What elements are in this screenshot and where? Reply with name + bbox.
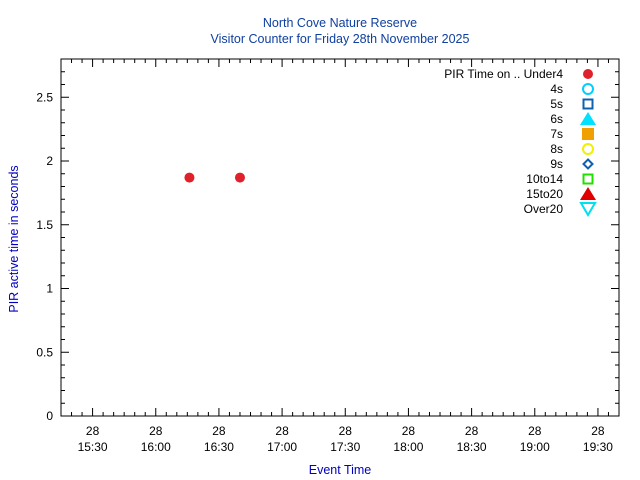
- y-tick-label: 1: [46, 282, 53, 296]
- legend-marker: [582, 158, 594, 170]
- plot-frame: [60, 58, 620, 417]
- legend-label: 4s: [550, 82, 563, 96]
- legend-label: 8s: [550, 142, 563, 156]
- data-point: [234, 172, 245, 183]
- legend-marker: [582, 128, 594, 140]
- x-tick-label-time: 17:00: [267, 440, 297, 454]
- legend-marker: [582, 173, 594, 185]
- x-tick-label-time: 17:30: [330, 440, 360, 454]
- legend: PIR Time on .. Under44s5s6s7s8s9s10to141…: [444, 67, 597, 217]
- x-tick-label-time: 19:30: [583, 440, 613, 454]
- y-tick-label: 0: [46, 409, 53, 423]
- plot-axes: 0 0.5 1 1.5 2 2.5 28 15:30 28 16:00 28 16:30 28 17:00…: [36, 58, 620, 454]
- x-tick-label-day: 28: [465, 424, 479, 438]
- legend-label: 9s: [550, 157, 563, 171]
- legend-label: PIR Time on .. Under4: [444, 67, 563, 81]
- legend-label: 10to14: [526, 172, 563, 186]
- x-tick-label-day: 28: [86, 424, 100, 438]
- legend-marker: [580, 112, 596, 125]
- y-tick-label: 2: [46, 154, 53, 168]
- chart-subtitle: Visitor Counter for Friday 28th November…: [211, 32, 470, 46]
- legend-marker: [583, 69, 593, 79]
- y-axis-label: PIR active time in seconds: [7, 165, 21, 312]
- x-tick-label-day: 28: [212, 424, 226, 438]
- x-axis-label: Event Time: [309, 463, 372, 477]
- x-tick-label-day: 28: [339, 424, 353, 438]
- y-tick-label: 1.5: [36, 218, 53, 232]
- x-tick-label-time: 15:30: [78, 440, 108, 454]
- legend-label: 5s: [550, 97, 563, 111]
- legend-label: 6s: [550, 112, 563, 126]
- x-tick-label-time: 19:00: [520, 440, 550, 454]
- x-tick-label-day: 28: [275, 424, 289, 438]
- x-tick-label-time: 16:00: [141, 440, 171, 454]
- legend-marker: [580, 187, 596, 200]
- y-tick-label: 2.5: [36, 90, 53, 104]
- x-tick-label-day: 28: [402, 424, 416, 438]
- legend-marker: [582, 143, 594, 155]
- data-points: [184, 172, 245, 183]
- x-tick-label-day: 28: [149, 424, 163, 438]
- legend-marker: [582, 83, 594, 95]
- legend-label: 15to20: [526, 187, 563, 201]
- legend-marker: [579, 202, 597, 217]
- data-point: [184, 172, 195, 183]
- legend-marker: [582, 98, 594, 110]
- legend-label: 7s: [550, 127, 563, 141]
- x-tick-label-day: 28: [528, 424, 542, 438]
- legend-label: Over20: [524, 202, 564, 216]
- x-tick-label-day: 28: [591, 424, 605, 438]
- y-tick-label: 0.5: [36, 345, 53, 359]
- chart-title: North Cove Nature Reserve: [263, 16, 417, 30]
- x-tick-label-time: 18:00: [393, 440, 423, 454]
- x-tick-label-time: 18:30: [457, 440, 487, 454]
- x-tick-label-time: 16:30: [204, 440, 234, 454]
